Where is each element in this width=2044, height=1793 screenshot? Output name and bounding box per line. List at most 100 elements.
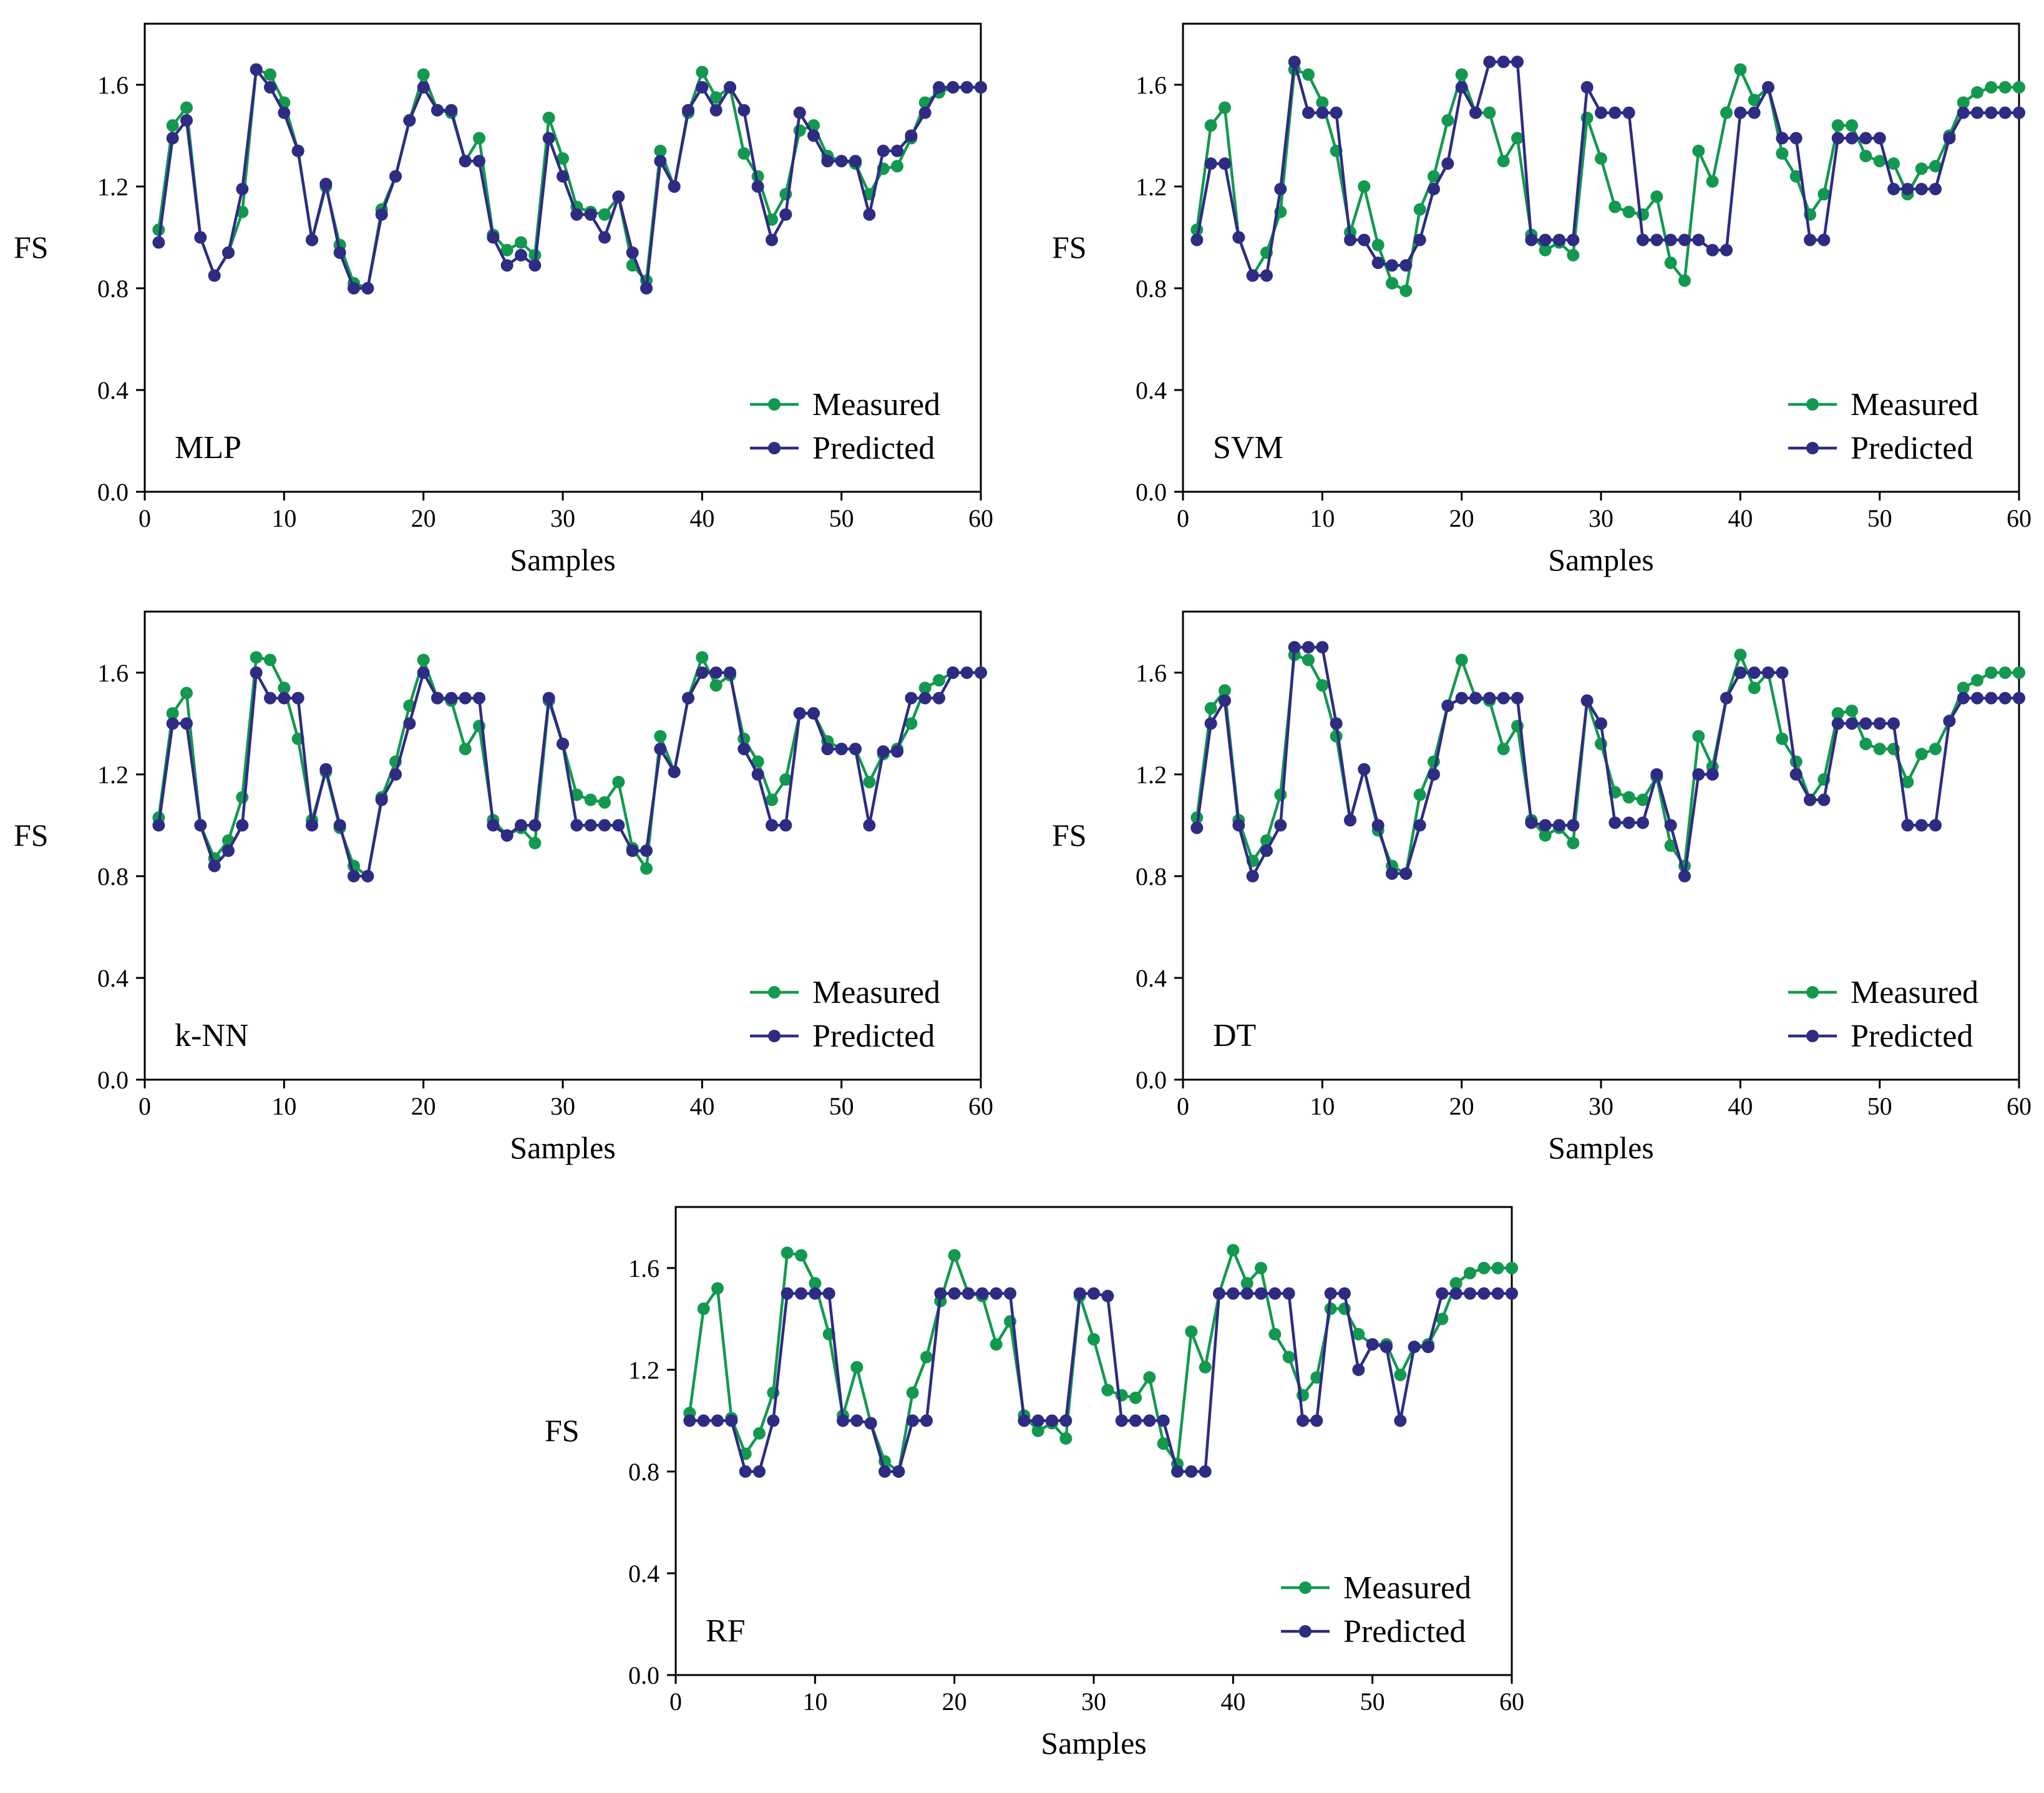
x-tick-label: 40 bbox=[689, 504, 714, 532]
data-point-measured bbox=[1915, 162, 1928, 175]
data-point-measured bbox=[1428, 170, 1440, 183]
data-point-measured bbox=[1622, 791, 1635, 804]
data-point-measured bbox=[542, 111, 555, 124]
data-point-predicted bbox=[1762, 81, 1774, 94]
data-point-predicted bbox=[1302, 641, 1315, 654]
data-point-predicted bbox=[278, 106, 291, 119]
data-point-predicted bbox=[1316, 641, 1329, 654]
data-point-predicted bbox=[975, 81, 987, 94]
x-tick-label: 20 bbox=[411, 504, 436, 532]
data-point-predicted bbox=[1413, 819, 1426, 832]
data-point-predicted bbox=[724, 666, 736, 679]
legend-marker bbox=[768, 442, 781, 454]
data-point-predicted bbox=[1762, 666, 1774, 679]
data-point-measured bbox=[2013, 666, 2025, 679]
data-point-predicted bbox=[459, 155, 472, 168]
data-point-predicted bbox=[960, 666, 973, 679]
data-point-measured bbox=[863, 776, 876, 789]
data-point-measured bbox=[1219, 684, 1231, 697]
data-point-predicted bbox=[809, 1287, 822, 1300]
data-point-predicted bbox=[557, 170, 569, 183]
data-point-predicted bbox=[1219, 157, 1231, 170]
data-point-predicted bbox=[1469, 106, 1482, 119]
data-point-measured bbox=[1449, 1277, 1462, 1290]
data-point-predicted bbox=[1171, 1465, 1184, 1478]
data-point-predicted bbox=[1441, 699, 1454, 712]
data-point-measured bbox=[1441, 114, 1454, 127]
data-point-predicted bbox=[948, 1287, 961, 1300]
data-point-predicted bbox=[208, 269, 221, 282]
legend-label: Predicted bbox=[1851, 431, 1973, 466]
data-point-predicted bbox=[1031, 1414, 1044, 1427]
data-point-predicted bbox=[1185, 1465, 1198, 1478]
data-point-predicted bbox=[417, 81, 430, 94]
data-point-measured bbox=[1720, 106, 1733, 119]
series-predicted bbox=[152, 63, 987, 295]
x-tick-label: 20 bbox=[1449, 1092, 1474, 1120]
y-tick-label: 0.4 bbox=[1136, 964, 1167, 992]
data-point-predicted bbox=[1316, 106, 1329, 119]
data-point-predicted bbox=[194, 819, 207, 832]
x-tick-label: 0 bbox=[669, 1688, 682, 1716]
data-point-measured bbox=[1399, 284, 1413, 297]
data-point-predicted bbox=[1818, 233, 1831, 247]
data-point-measured bbox=[891, 160, 903, 173]
data-point-predicted bbox=[1288, 641, 1301, 654]
data-point-measured bbox=[1143, 1371, 1156, 1384]
y-tick-label: 0.4 bbox=[97, 376, 129, 404]
data-point-predicted bbox=[1018, 1414, 1031, 1427]
data-point-predicted bbox=[739, 1465, 752, 1478]
legend-entry-predicted: Predicted bbox=[750, 1019, 935, 1054]
data-point-measured bbox=[1692, 730, 1705, 743]
legend-entry-predicted: Predicted bbox=[1788, 1019, 1973, 1054]
data-point-predicted bbox=[1232, 819, 1245, 832]
data-point-predicted bbox=[682, 691, 694, 705]
data-point-predicted bbox=[291, 691, 304, 705]
data-point-measured bbox=[473, 132, 485, 145]
series-measured bbox=[152, 63, 987, 295]
data-point-predicted bbox=[1190, 233, 1204, 247]
x-tick-label: 0 bbox=[1177, 504, 1189, 532]
legend-entry-predicted: Predicted bbox=[1788, 431, 1973, 466]
data-point-measured bbox=[1873, 155, 1886, 168]
data-point-predicted bbox=[306, 819, 318, 832]
data-point-predicted bbox=[166, 717, 179, 730]
x-tick-label: 50 bbox=[1867, 1092, 1892, 1120]
data-point-measured bbox=[250, 651, 263, 664]
data-point-predicted bbox=[1344, 233, 1356, 247]
data-point-measured bbox=[417, 653, 430, 667]
x-tick-label: 30 bbox=[1589, 504, 1613, 532]
data-point-predicted bbox=[500, 259, 513, 272]
data-point-predicted bbox=[1059, 1414, 1073, 1427]
y-tick-label: 1.6 bbox=[628, 1254, 659, 1282]
data-point-measured bbox=[1929, 160, 1942, 173]
x-tick-label: 50 bbox=[829, 1092, 854, 1120]
data-point-predicted bbox=[445, 104, 458, 117]
data-point-predicted bbox=[668, 180, 681, 193]
data-point-predicted bbox=[1101, 1289, 1114, 1302]
data-point-measured bbox=[612, 776, 625, 789]
data-point-predicted bbox=[683, 1414, 696, 1427]
data-point-measured bbox=[696, 66, 709, 79]
data-point-predicted bbox=[1818, 793, 1831, 806]
y-tick-label: 1.6 bbox=[1136, 71, 1167, 99]
data-point-predicted bbox=[1915, 182, 1928, 195]
data-point-measured bbox=[1971, 674, 1983, 687]
y-tick-label: 0.8 bbox=[97, 862, 129, 891]
data-point-measured bbox=[1316, 679, 1329, 692]
data-point-predicted bbox=[319, 763, 333, 776]
data-point-predicted bbox=[1497, 691, 1510, 705]
data-point-predicted bbox=[1831, 132, 1844, 145]
data-point-predicted bbox=[1464, 1287, 1476, 1300]
y-axis-label: FS bbox=[1052, 230, 1087, 265]
data-point-predicted bbox=[1073, 1287, 1086, 1300]
data-point-predicted bbox=[152, 819, 165, 832]
data-point-predicted bbox=[892, 1465, 905, 1478]
data-point-predicted bbox=[877, 144, 890, 157]
data-point-predicted bbox=[1580, 694, 1594, 707]
data-point-measured bbox=[1302, 68, 1315, 81]
data-point-predicted bbox=[1436, 1287, 1449, 1300]
data-point-predicted bbox=[975, 666, 987, 679]
data-point-predicted bbox=[654, 743, 667, 756]
